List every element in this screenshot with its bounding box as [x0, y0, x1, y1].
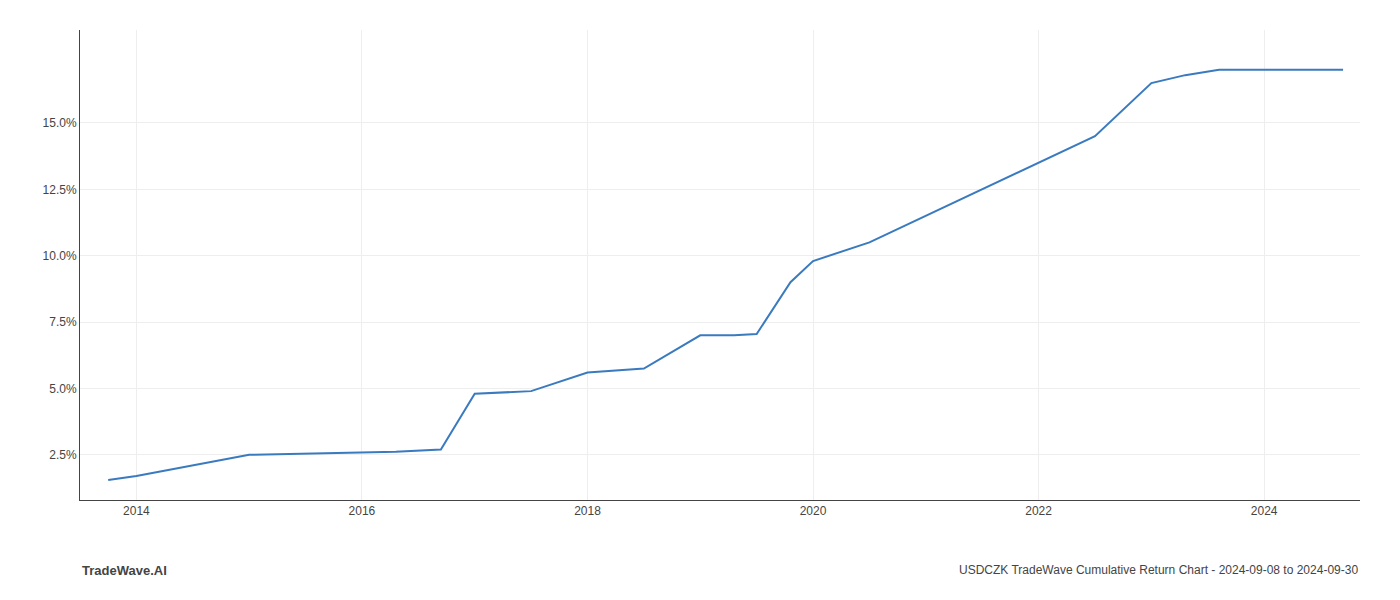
svg-text:2024: 2024 [1251, 504, 1278, 518]
svg-text:2022: 2022 [1025, 504, 1052, 518]
svg-text:2.5%: 2.5% [49, 448, 77, 462]
svg-text:10.0%: 10.0% [43, 249, 77, 263]
svg-text:2014: 2014 [123, 504, 150, 518]
svg-text:2016: 2016 [349, 504, 376, 518]
svg-text:USDCZK TradeWave Cumulative Re: USDCZK TradeWave Cumulative Return Chart… [959, 563, 1358, 577]
svg-text:5.0%: 5.0% [49, 382, 77, 396]
svg-text:12.5%: 12.5% [43, 183, 77, 197]
svg-text:7.5%: 7.5% [49, 315, 77, 329]
svg-text:2020: 2020 [800, 504, 827, 518]
svg-text:2018: 2018 [574, 504, 601, 518]
svg-text:15.0%: 15.0% [43, 116, 77, 130]
svg-text:TradeWave.AI: TradeWave.AI [82, 563, 167, 578]
